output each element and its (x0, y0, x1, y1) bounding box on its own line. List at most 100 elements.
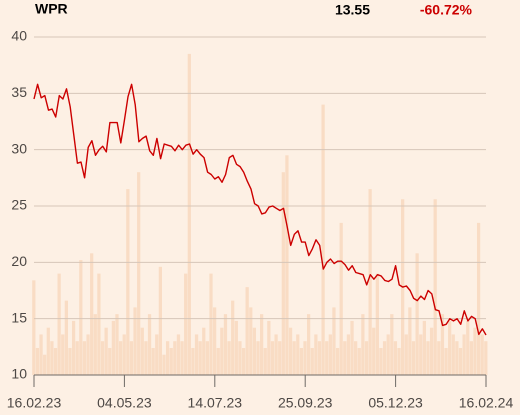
volume-bar (433, 199, 437, 375)
volume-bar (137, 172, 141, 375)
volume-bar (158, 266, 163, 375)
volume-bar (46, 327, 50, 375)
volume-bar (176, 334, 181, 375)
volume-bar (393, 341, 398, 375)
price-line (33, 83, 487, 336)
volume-bar (100, 341, 105, 375)
volume-bar (361, 314, 365, 375)
volume-bar (451, 334, 455, 375)
volume-bar (187, 53, 191, 376)
y-tick-label: 15 (11, 309, 27, 325)
volume-bar (173, 341, 177, 375)
volume-bar (118, 341, 123, 375)
volume-bar (151, 347, 155, 375)
volume-bar (216, 347, 220, 375)
volume-bar (184, 273, 188, 375)
volume-bar (205, 341, 210, 375)
volume-bar (263, 347, 267, 375)
volume-bar (455, 341, 459, 375)
volume-bar (234, 320, 238, 375)
volume-bar (108, 347, 112, 375)
volume-bar (354, 341, 358, 375)
volume-bar (462, 334, 466, 375)
volume-bar (328, 334, 332, 375)
volume-bar (386, 334, 390, 375)
volume-bar (75, 341, 79, 375)
volume-bar (115, 314, 119, 375)
volume-bar (382, 341, 387, 375)
volume-bar (35, 347, 40, 375)
volume-bar (379, 347, 383, 375)
volume-bar (64, 300, 68, 375)
x-tick-label: 16.02.23 (7, 395, 62, 411)
volume-bar (325, 341, 329, 375)
volume-bar (484, 341, 488, 375)
volume-bar (307, 314, 311, 375)
volume-bar (241, 347, 246, 375)
volume-bar (155, 334, 159, 375)
volume-bar (191, 347, 195, 375)
x-tick-label: 14.07.23 (188, 395, 243, 411)
volume-bar (129, 341, 134, 375)
volume-bar (93, 314, 97, 375)
volume-bar (415, 253, 419, 375)
y-tick-label: 40 (11, 28, 27, 44)
volume-bar (82, 341, 87, 375)
volume-bar (122, 334, 126, 375)
volume-bar (346, 334, 351, 375)
volume-bar (270, 341, 275, 375)
volume-bar (43, 354, 47, 375)
volume-bar (288, 327, 293, 375)
volume-bar (79, 260, 83, 375)
volume-bar (473, 327, 477, 375)
volume-bar (281, 172, 285, 375)
volume-bar (368, 189, 372, 375)
volume-bar (140, 327, 144, 375)
volume-bar (223, 314, 228, 375)
volume-bar (50, 341, 54, 375)
volume-bar (440, 314, 445, 375)
volume-bar (194, 334, 199, 375)
last-price: 13.55 (335, 2, 370, 18)
volume-bar (429, 327, 434, 375)
price-change: -60.72% (420, 2, 473, 18)
volume-bar (252, 327, 257, 375)
volume-bar (198, 341, 202, 375)
volume-bar (458, 347, 463, 375)
x-tick-label: 25.09.23 (278, 395, 333, 411)
volume-bar (260, 314, 264, 375)
volume-bar (469, 341, 473, 375)
y-tick-label: 35 (11, 84, 27, 100)
volume-bar (310, 347, 314, 375)
ticker: WPR (35, 1, 68, 17)
volume-bar (278, 341, 282, 375)
x-tick-label: 04.05.23 (97, 395, 152, 411)
volume-bar (209, 273, 213, 375)
volume-bar (267, 320, 271, 375)
volume-bar (274, 334, 278, 375)
volume-bar (466, 320, 470, 375)
x-tick-label: 16.02.24 (459, 395, 514, 411)
volume-bar (426, 341, 430, 375)
volume-bar (350, 320, 354, 375)
volume-bar (411, 341, 416, 375)
volume-bar (404, 334, 408, 375)
volume-bar (292, 341, 296, 375)
volume-bar (480, 334, 484, 375)
volume-bar (321, 104, 325, 375)
volume-bar (314, 334, 318, 375)
volume-bar (372, 327, 376, 375)
volume-bar (375, 273, 379, 375)
volume-bar (169, 347, 173, 375)
volume-bar (448, 320, 452, 375)
volume-bar (256, 341, 260, 375)
volume-bar (422, 320, 426, 375)
y-tick-label: 10 (11, 366, 27, 382)
volume-bar (335, 347, 340, 375)
volume-bar (165, 341, 170, 375)
volume-bar (104, 327, 108, 375)
volume-bar (364, 341, 369, 375)
volume-bar (53, 347, 58, 375)
volume-bar (231, 300, 235, 375)
